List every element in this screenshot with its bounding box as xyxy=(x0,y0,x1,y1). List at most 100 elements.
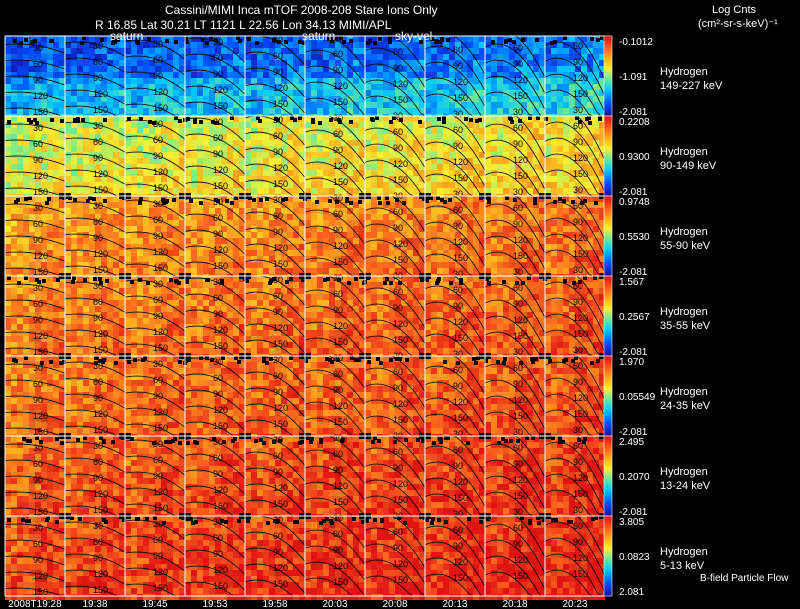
contour-label: 60 xyxy=(93,537,103,547)
contour-label: 90 xyxy=(93,553,103,563)
contour-label: 120 xyxy=(573,153,588,163)
contour-label: 30 xyxy=(33,523,43,533)
contour-label: 150 xyxy=(513,251,528,261)
contour-label: 120 xyxy=(93,89,108,99)
contour-label: 150 xyxy=(573,489,588,499)
contour-label: 150 xyxy=(393,335,408,345)
contour-label: 120 xyxy=(453,237,468,247)
contour-label: 60 xyxy=(93,457,103,467)
contour-label: 90 xyxy=(33,315,43,325)
contour-label: 60 xyxy=(453,365,463,375)
contour-label: 120 xyxy=(453,397,468,407)
contour-label: 150 xyxy=(153,103,168,113)
contour-label: 90 xyxy=(393,63,403,73)
contour-label: 90 xyxy=(513,379,523,389)
contour-label: 90 xyxy=(213,309,223,319)
contour-label: 90 xyxy=(33,155,43,165)
contour-label: 90 xyxy=(453,301,463,311)
contour-label: 150 xyxy=(33,187,48,197)
contour-label: 150 xyxy=(33,267,48,277)
contour-label: 30 xyxy=(573,425,583,435)
contour-label: 150 xyxy=(573,329,588,339)
contour-label: 120 xyxy=(153,487,168,497)
contour-label: 30 xyxy=(33,443,43,453)
colorbar xyxy=(603,275,613,357)
colorbar xyxy=(603,515,613,597)
contour-label: 120 xyxy=(333,241,348,251)
contour-label: 120 xyxy=(273,163,288,173)
contour-label: 90 xyxy=(453,541,463,551)
contour-label: 60 xyxy=(573,121,583,131)
contour-label: 30 xyxy=(513,107,523,117)
contour-label: 30 xyxy=(453,509,463,519)
contour-label: 150 xyxy=(453,253,468,263)
contour-label: 30 xyxy=(333,433,343,443)
contour-label: 120 xyxy=(513,555,528,565)
contour-label: 60 xyxy=(213,293,223,303)
contour-label: 120 xyxy=(93,329,108,339)
colorbar xyxy=(603,115,613,197)
contour-label: 60 xyxy=(393,287,403,297)
colorbar-tick-label: -2.081 xyxy=(619,507,648,518)
time-tick-label: 20:23 xyxy=(562,599,587,609)
contour-label: 60 xyxy=(33,539,43,549)
contour-label: 150 xyxy=(273,499,288,509)
contour-label: 30 xyxy=(93,441,103,451)
contour-label: 90 xyxy=(513,459,523,469)
contour-label: 150 xyxy=(213,341,228,351)
contour-label: 150 xyxy=(573,169,588,179)
contour-label: 150 xyxy=(333,417,348,427)
contour-label: 150 xyxy=(513,411,528,421)
contour-label: 120 xyxy=(513,475,528,485)
contour-label: 120 xyxy=(93,569,108,579)
contour-label: 120 xyxy=(513,395,528,405)
time-tick-label: 20:18 xyxy=(502,599,527,609)
contour-label: 60 xyxy=(453,125,463,135)
contour-label: 120 xyxy=(213,485,228,495)
contour-label: 120 xyxy=(573,313,588,323)
contour-label: 30 xyxy=(333,513,343,523)
contour-label: 120 xyxy=(33,571,48,581)
colorbar-tick-label: 1.970 xyxy=(619,357,644,368)
ephemeris-line: R 16.85 Lat 30.21 LT 1121 L 22.56 Lon 34… xyxy=(95,18,391,32)
contour-label: 60 xyxy=(513,283,523,293)
colorbar-tick-label: -2.081 xyxy=(619,427,648,438)
contour-label: 90 xyxy=(333,145,343,155)
contour-label: 90 xyxy=(453,461,463,471)
contour-label: 60 xyxy=(393,127,403,137)
contour-label: 90 xyxy=(153,391,163,401)
contour-label: 60 xyxy=(513,523,523,533)
contour-label: 120 xyxy=(153,567,168,577)
contour-label: 120 xyxy=(93,489,108,499)
contour-label: 150 xyxy=(273,259,288,269)
contour-label: 30 xyxy=(33,43,43,53)
contour-label: 60 xyxy=(93,217,103,227)
contour-label: 30 xyxy=(153,359,163,369)
contour-label: 60 xyxy=(333,209,343,219)
contour-label: 90 xyxy=(453,61,463,71)
contour-label: 120 xyxy=(93,409,108,419)
contour-label: 60 xyxy=(273,531,283,541)
contour-label: 90 xyxy=(93,473,103,483)
contour-label: 90 xyxy=(453,141,463,151)
contour-label: 30 xyxy=(33,123,43,133)
colorbar-tick-label: -2.081 xyxy=(619,267,648,278)
contour-label: 30 xyxy=(573,105,583,115)
contour-label: 30 xyxy=(153,199,163,209)
contour-label: 150 xyxy=(453,333,468,343)
colorbar xyxy=(603,195,613,277)
contour-label: 30 xyxy=(33,283,43,293)
contour-label: 90 xyxy=(333,225,343,235)
contour-label: 90 xyxy=(333,65,343,75)
colorbar-tick-label: -2.081 xyxy=(619,107,648,118)
contour-label: 150 xyxy=(393,575,408,585)
row-energy-label: 90-149 keV xyxy=(660,160,717,172)
contour-label: 60 xyxy=(213,213,223,223)
contour-label: 150 xyxy=(93,585,108,595)
contour-label: 60 xyxy=(33,299,43,309)
colorbar-tick-label: -0.1012 xyxy=(619,37,653,48)
contour-label: 150 xyxy=(333,497,348,507)
contour-label: 30 xyxy=(453,29,463,39)
contour-label: 150 xyxy=(153,423,168,433)
contour-label: 120 xyxy=(213,405,228,415)
